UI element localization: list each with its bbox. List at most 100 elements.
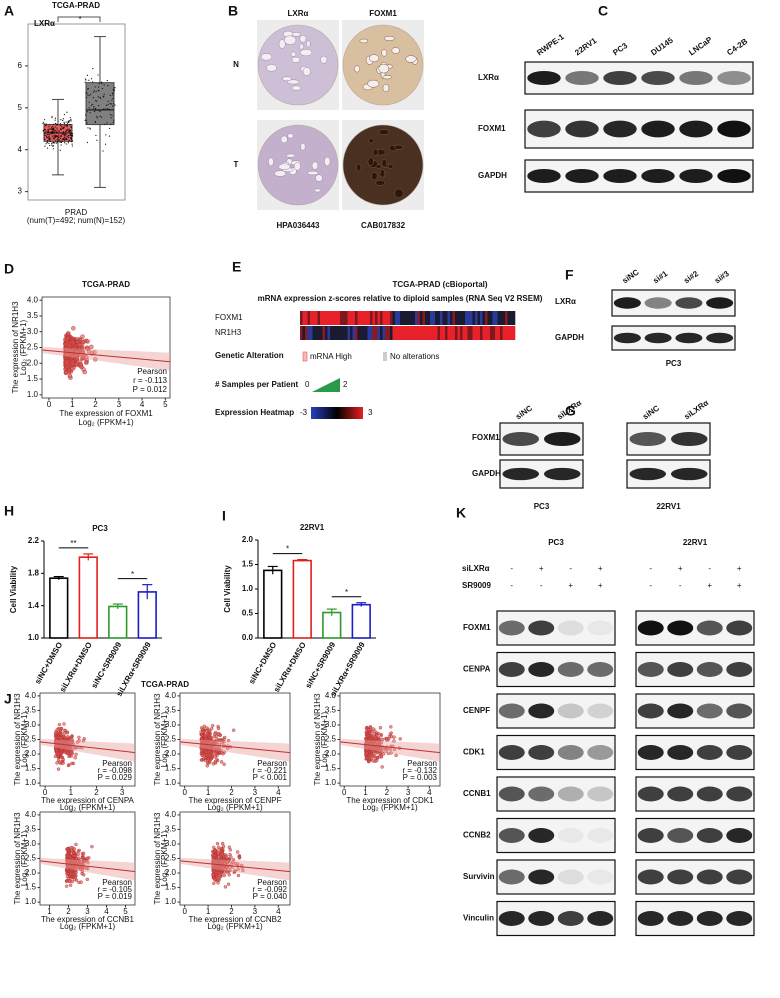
row-label: GAPDH [478, 171, 507, 180]
heatmap-cell [470, 326, 473, 340]
heatmap-cell [475, 311, 478, 325]
scatter-point [68, 864, 72, 869]
jitter-point [112, 97, 114, 100]
jitter-point [54, 129, 57, 131]
treatment-sign: - [569, 564, 572, 573]
jitter-point [65, 138, 67, 140]
blot-band [644, 332, 672, 344]
jitter-point [61, 123, 63, 126]
cell-label: PC3 [534, 502, 550, 511]
x-tick-label: 2 [385, 788, 390, 797]
jitter-point [100, 97, 102, 99]
ihc-gland [315, 174, 323, 182]
jitter-point [63, 132, 65, 134]
ihc-core [257, 24, 339, 106]
jitter-point [51, 128, 53, 131]
blot-band [667, 745, 694, 760]
jitter-point [45, 135, 48, 137]
ihc-gland [391, 47, 400, 54]
treatment-sign: - [679, 581, 682, 590]
row-label: Survivin [463, 872, 495, 881]
heatmap-cell [385, 326, 388, 340]
heatmap-cell [372, 311, 376, 325]
blot-band [670, 431, 708, 447]
scatter-point [70, 740, 74, 744]
scatter-point [86, 861, 90, 865]
jitter-point [61, 127, 64, 129]
chart-title: PC3 [92, 524, 108, 533]
jitter-point [53, 131, 56, 133]
heatmap-cell [445, 326, 448, 340]
scatter-point [212, 881, 216, 886]
heatmap-cell [450, 326, 453, 340]
jitter-point [46, 141, 48, 143]
significance-bracket [57, 16, 101, 22]
ihc-gland [387, 164, 394, 169]
blot-band [587, 869, 614, 885]
jitter-point [71, 139, 73, 141]
blot-band [726, 620, 753, 636]
blot-band [587, 911, 614, 926]
scatter-point [379, 732, 383, 737]
heatmap-cell [445, 311, 448, 325]
heatmap-cell [317, 326, 321, 340]
blot-band [667, 911, 694, 926]
scatter-point [85, 339, 90, 344]
scatter-point [89, 344, 94, 350]
jitter-point [92, 68, 94, 70]
jitter-point [60, 119, 62, 121]
panel-label: F [565, 267, 574, 283]
jitter-point [67, 130, 70, 132]
heatmap-cell [420, 326, 423, 340]
x-tick-label: 3 [253, 788, 258, 797]
jitter-point [71, 140, 74, 142]
blot-band [644, 297, 672, 309]
chart-title: TCGA-PRAD [82, 280, 130, 289]
scatter-point [55, 735, 60, 740]
heatmap-cell [420, 311, 423, 325]
stat-text: r = -0.105 [98, 885, 133, 894]
jitter-point [92, 103, 94, 106]
ihc-gland [311, 161, 319, 170]
heatmap-cell [507, 311, 511, 325]
heatmap-cell [435, 326, 438, 340]
scatter-point [384, 749, 388, 753]
jitter-point [65, 143, 67, 145]
scatter-point [68, 883, 73, 887]
jitter-point [106, 79, 108, 82]
scatter-point [372, 754, 376, 758]
y-tick-label: 2.5 [27, 343, 39, 352]
scatter-point [67, 736, 71, 740]
heatmap-cell [422, 311, 426, 325]
heatmap-cell [467, 311, 471, 325]
blot-band [528, 786, 555, 802]
x-axis-label: The expression of CENPA [41, 796, 134, 805]
blot-band [637, 911, 664, 926]
ihc-gland [368, 138, 374, 144]
x-tick-label: 3 [117, 400, 122, 409]
heatmap-cell [315, 311, 318, 325]
x-tick-label: 4 [427, 788, 432, 797]
jitter-point [114, 104, 116, 106]
scatter-point [75, 859, 80, 863]
jitter-point [56, 141, 58, 143]
jitter-point [52, 148, 55, 150]
heatmap-cell [367, 326, 371, 340]
ihc-gland [314, 188, 322, 193]
jitter-point [94, 107, 97, 109]
jitter-point [65, 121, 67, 123]
significance: * [131, 570, 134, 579]
antibody-label: HPA036443 [277, 221, 321, 230]
blot-band [565, 120, 599, 138]
x-axis-sublabel: Log₂ (FPKM+1) [362, 803, 418, 812]
heatmap-cell [475, 326, 478, 340]
regression-line [41, 349, 171, 363]
treatment-sign: + [737, 581, 742, 590]
y-tick-label: 3 [18, 187, 23, 196]
scatter-point [365, 746, 369, 750]
bar [78, 556, 98, 639]
blot-band [498, 828, 525, 843]
blot-band [629, 431, 667, 447]
heatmap-cell [347, 311, 351, 325]
scatter-point [216, 881, 220, 885]
